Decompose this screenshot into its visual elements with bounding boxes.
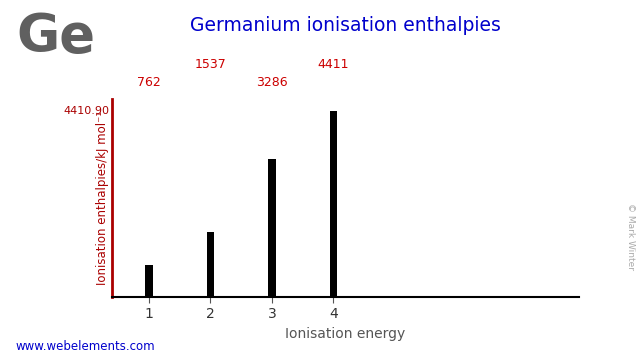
Bar	[330, 111, 337, 297]
Text: 4411: 4411	[317, 58, 349, 71]
Text: www.webelements.com: www.webelements.com	[16, 340, 156, 353]
Y-axis label: Ionisation enthalpies/kJ mol⁻¹: Ionisation enthalpies/kJ mol⁻¹	[96, 111, 109, 285]
X-axis label: Ionisation energy: Ionisation energy	[285, 327, 406, 341]
Bar	[145, 265, 152, 297]
Text: 762: 762	[137, 76, 161, 89]
Text: 3286: 3286	[256, 76, 287, 89]
Text: Germanium ionisation enthalpies: Germanium ionisation enthalpies	[190, 16, 501, 35]
Text: Ge: Ge	[16, 11, 95, 63]
Text: © Mark Winter: © Mark Winter	[626, 203, 635, 270]
Text: 1537: 1537	[195, 58, 226, 71]
Bar	[268, 158, 276, 297]
Text: 4410.90: 4410.90	[63, 106, 109, 116]
Bar	[207, 232, 214, 297]
